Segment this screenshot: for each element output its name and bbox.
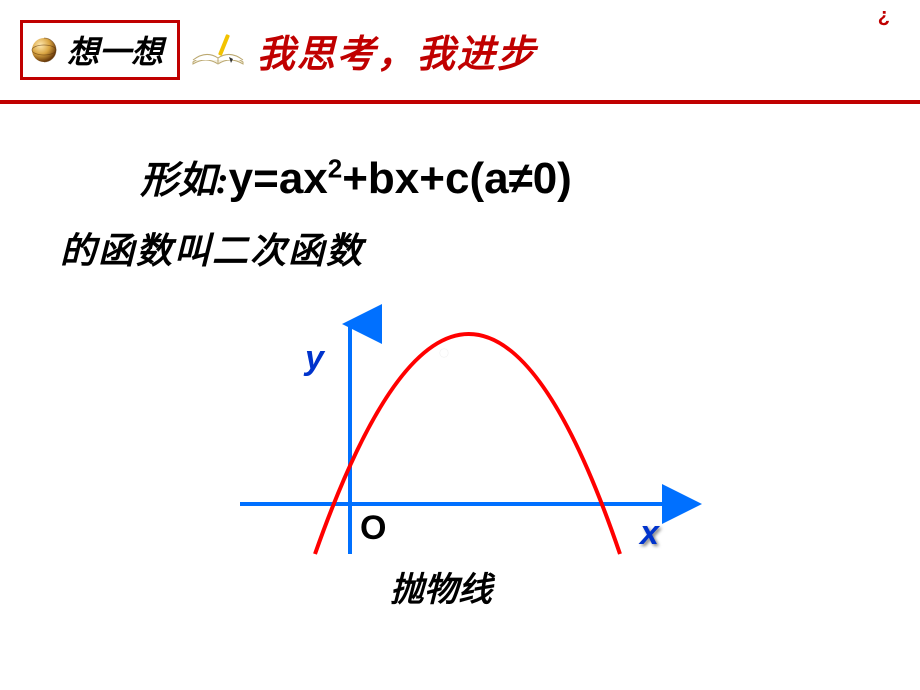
book-pencil-icon — [188, 30, 248, 70]
slogan-text: 我思考，我进步 — [257, 23, 537, 78]
content-area: 形如:y=ax2+bx+c(a≠0) 的函数叫二次函数 y x O 抛物线 — [0, 104, 920, 634]
description-line: 的函数叫二次函数 — [60, 222, 860, 274]
y-axis-label: y — [305, 339, 324, 378]
x-axis-label: x — [640, 514, 659, 553]
origin-label: O — [360, 509, 386, 548]
graph: y x O 抛物线 — [210, 294, 710, 634]
formula-line: 形如:y=ax2+bx+c(a≠0) — [140, 149, 860, 204]
corner-marker: ¿ — [878, 5, 890, 28]
think-box: 想一想 — [20, 20, 180, 80]
header: ¿ 想一想 我思考，我进步 — [0, 0, 920, 100]
globe-icon — [29, 35, 59, 65]
formula-math: y=ax2+bx+c(a≠0) — [229, 154, 572, 203]
curve-label: 抛物线 — [390, 562, 492, 611]
think-box-label: 想一想 — [67, 27, 163, 73]
decorative-dot — [440, 349, 448, 357]
formula-prefix: 形如: — [140, 160, 229, 202]
